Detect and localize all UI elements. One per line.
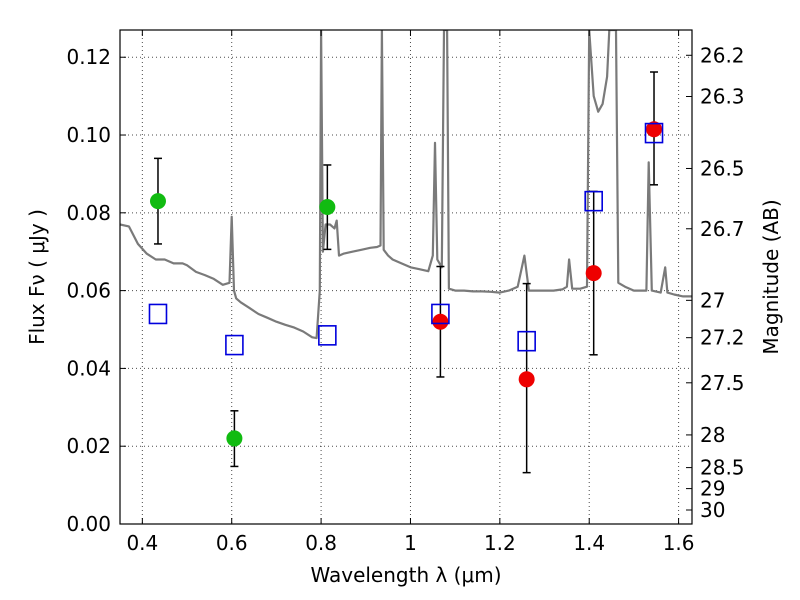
data-point — [518, 371, 535, 388]
y-tick-label: 0.08 — [66, 201, 111, 225]
model-point — [517, 330, 536, 352]
data-point — [149, 193, 166, 210]
plot-background — [120, 30, 692, 524]
x-tick-label: 1.4 — [573, 531, 605, 555]
model-point — [318, 325, 337, 346]
data-point — [585, 265, 602, 282]
y-tick-label: 0.10 — [66, 123, 111, 147]
y-tick-label: 0.12 — [66, 45, 111, 69]
spectrum-line — [120, 30, 692, 340]
ticks-layer: 0.4 0.6 0.8 1 1.2 1.4 1.6 0.00 0.02 0.04 0.06 0.08 0… — [66, 30, 745, 555]
y-axis-label: Flux Fν ( μJy ) — [25, 209, 49, 345]
x-tick-label: 1.6 — [663, 531, 695, 555]
x-tick-label: 1.2 — [484, 531, 516, 555]
y-tick-label: 0.00 — [66, 512, 111, 536]
data-point — [226, 430, 243, 447]
model-point — [584, 190, 603, 212]
y-tick-label: 0.04 — [66, 356, 111, 380]
y2-tick-label: 26.2 — [700, 43, 745, 67]
model-point — [148, 303, 168, 325]
y2-tick-label: 27 — [700, 288, 725, 312]
x-tick-label: 0.8 — [305, 531, 337, 555]
y2-tick-label: 28.5 — [700, 456, 745, 480]
y-tick-label: 0.06 — [66, 279, 111, 303]
y2-tick-label: 30 — [700, 498, 725, 522]
data-point — [432, 313, 449, 330]
x-axis-label: Wavelength λ (μm) — [310, 563, 501, 587]
y2-axis-label: Magnitude (AB) — [759, 199, 783, 354]
x-tick-label: 0.6 — [216, 531, 248, 555]
y2-tick-label: 29 — [700, 477, 725, 501]
x-tick-label: 1 — [404, 531, 417, 555]
data-point — [646, 121, 663, 138]
x-tick-label: 0.4 — [126, 531, 158, 555]
y2-tick-label: 27.2 — [700, 326, 745, 350]
y-tick-label: 0.02 — [66, 434, 111, 458]
y2-tick-label: 26.5 — [700, 156, 745, 180]
marker-layer — [148, 121, 664, 447]
plot-frame — [119, 29, 693, 525]
y2-tick-label: 26.7 — [700, 217, 745, 241]
y2-tick-label: 26.3 — [700, 85, 745, 109]
data-point — [319, 198, 336, 215]
model-point — [431, 303, 450, 325]
y2-tick-label: 28 — [700, 423, 725, 447]
y2-tick-label: 27.5 — [700, 371, 745, 395]
spectrum-layer — [120, 30, 692, 340]
model-point — [644, 122, 664, 144]
model-point — [225, 334, 244, 356]
